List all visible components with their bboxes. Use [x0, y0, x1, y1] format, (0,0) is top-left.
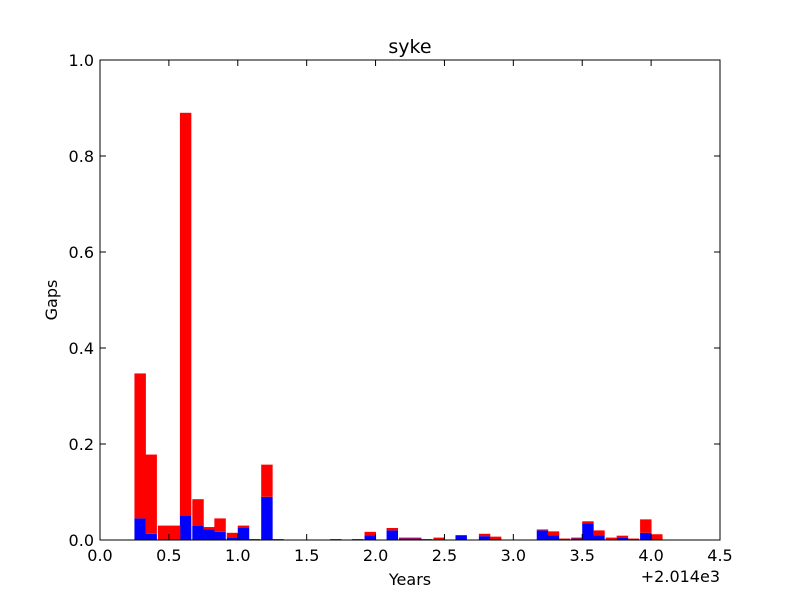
y-tick-label-0: 0.0: [69, 531, 94, 550]
x-tick-label-4: 2.0: [363, 546, 388, 565]
bar-series-0-13: [364, 535, 376, 540]
bar-series-1-15: [364, 531, 376, 536]
bar-series-1-20: [433, 537, 445, 540]
x-tick-label-5: 2.5: [432, 546, 457, 565]
bar-series-0-6: [203, 529, 215, 540]
bar-series-0-24: [593, 535, 605, 540]
x-tick-label-0: 0.0: [87, 546, 112, 565]
bar-series-1-0: [134, 373, 146, 519]
bar-series-0-5: [192, 525, 204, 540]
bar-series-0-23: [582, 523, 594, 540]
x-tick-label-6: 3.0: [501, 546, 526, 565]
x-axis-offset-label: +2.014e3: [641, 567, 720, 586]
bar-series-0-1: [145, 533, 157, 540]
bar-series-0-9: [237, 528, 250, 540]
y-tick-label-5: 1.0: [69, 51, 94, 70]
plot-area: [100, 60, 720, 540]
bar-series-1-26: [558, 538, 571, 540]
x-tick-label-1: 0.5: [156, 546, 181, 565]
bar-series-1-32: [627, 538, 640, 540]
bar-series-0-22: [571, 538, 583, 540]
plot-frame: [99, 59, 721, 541]
x-tick-label-8: 4.0: [638, 546, 663, 565]
y-tick-label-2: 0.4: [69, 339, 94, 358]
bar-series-1-24: [536, 529, 549, 531]
bar-series-1-18: [410, 537, 422, 539]
x-tick-label-7: 3.5: [569, 546, 594, 565]
bar-series-1-4: [179, 112, 192, 517]
bar-series-1-1: [145, 454, 157, 534]
bar-series-0-26: [640, 532, 652, 540]
bar-series-0-20: [536, 530, 549, 540]
bar-series-1-34: [651, 534, 663, 540]
bar-series-0-15: [398, 538, 411, 540]
bar-series-1-2: [157, 525, 170, 540]
bar-series-0-7: [214, 531, 226, 540]
bar-series-0-0: [134, 518, 146, 540]
bar-series-1-25: [547, 531, 560, 536]
x-axis-label: Years: [388, 570, 431, 589]
bar-series-0-18: [478, 536, 491, 540]
bar-series-1-23: [489, 536, 502, 540]
x-tick-label-9: 4.5: [707, 546, 732, 565]
bar-series-1-16: [386, 528, 399, 531]
bar-series-0-11: [261, 496, 273, 540]
bar-series-0-21: [547, 535, 560, 540]
bar-series-0-16: [410, 538, 422, 540]
bar-series-1-27: [571, 537, 583, 539]
bar-series-1-31: [616, 535, 629, 538]
bar-series-1-33: [640, 519, 652, 533]
y-tick-label-3: 0.6: [69, 243, 94, 262]
bar-series-0-17: [455, 535, 467, 540]
bar-series-1-17: [398, 537, 411, 539]
bar-series-1-6: [203, 527, 215, 530]
bar-series-1-3: [168, 525, 181, 540]
bar-series-1-5: [192, 499, 204, 526]
bars-group: [134, 112, 663, 540]
chart-title: syke: [388, 36, 431, 58]
y-tick-label-4: 0.8: [69, 147, 94, 166]
y-tick-label-1: 0.2: [69, 435, 94, 454]
x-tick-label-2: 1.0: [225, 546, 250, 565]
bar-series-1-22: [478, 533, 491, 537]
bar-series-0-25: [616, 537, 629, 540]
bar-series-1-8: [226, 532, 239, 538]
bar-series-1-29: [593, 530, 605, 536]
bar-series-1-7: [214, 518, 226, 532]
x-tick-label-3: 1.5: [294, 546, 319, 565]
bar-series-1-11: [261, 464, 273, 497]
bar-series-0-8: [226, 537, 239, 540]
bar-series-0-4: [179, 516, 192, 540]
bar-series-1-9: [237, 525, 250, 528]
bar-series-0-14: [386, 530, 399, 540]
bar-series-1-30: [605, 537, 618, 540]
bar-series-1-28: [582, 521, 594, 524]
y-axis-label: Gaps: [42, 280, 61, 321]
